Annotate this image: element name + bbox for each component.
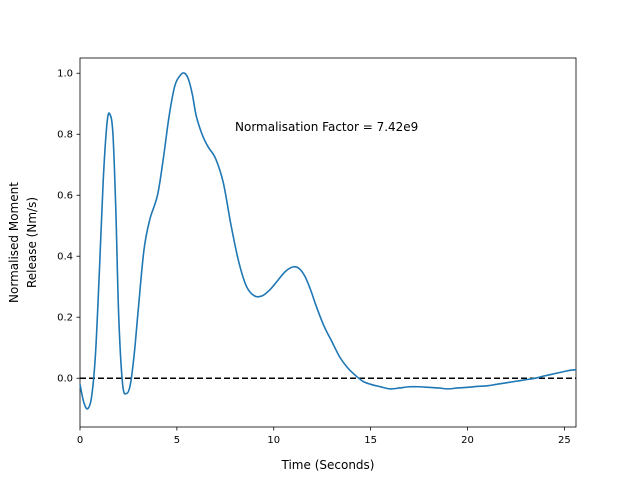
- y-tick-label: 0.6: [57, 191, 73, 202]
- series-line-0: [79, 72, 577, 410]
- y-tick-label: 0.8: [57, 130, 73, 141]
- y-tick-label: 0.2: [57, 313, 73, 324]
- x-tick-label: 10: [267, 435, 280, 446]
- y-axis-label-line-2: Release (Nm/s): [25, 197, 39, 288]
- x-axis-label: Time (Seconds): [281, 458, 375, 472]
- tick-layer: 0 5 10 15 20 25 0.0 0.2 0.4 0.6 0.8 1.0: [57, 69, 571, 446]
- x-tick-label: 20: [461, 435, 474, 446]
- y-tick-label: 1.0: [57, 69, 73, 80]
- plot-area: [79, 57, 577, 428]
- y-tick-label: 0.4: [57, 252, 73, 263]
- series-layer: [79, 72, 577, 410]
- axes-frame: [79, 57, 577, 428]
- x-tick-label: 0: [77, 435, 83, 446]
- x-tick-label: 15: [364, 435, 377, 446]
- y-tick-label: 0.0: [57, 374, 73, 385]
- normalisation-annotation: Normalisation Factor = 7.42e9: [235, 120, 418, 134]
- y-axis-label-line-1: Normalised Moment: [7, 182, 21, 303]
- x-tick-label: 25: [558, 435, 571, 446]
- x-tick-label: 5: [174, 435, 180, 446]
